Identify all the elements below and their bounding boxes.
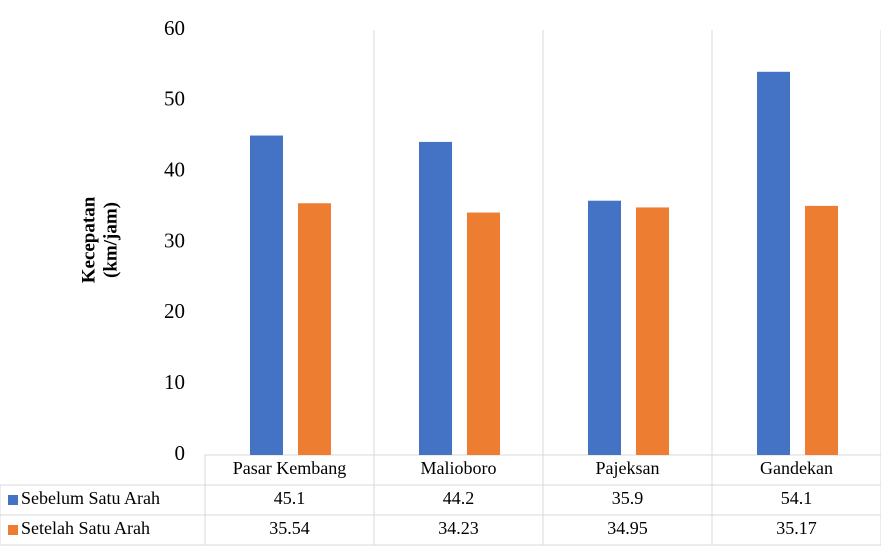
- y-tick-label: 60: [164, 16, 185, 40]
- x-tick-label: Pajeksan: [596, 458, 660, 478]
- y-tick-label: 20: [164, 299, 185, 323]
- y-tick-label: 0: [175, 441, 186, 465]
- y-tick-label: 30: [164, 228, 185, 252]
- table-value: 54.1: [781, 488, 813, 508]
- table-value: 45.1: [274, 488, 306, 508]
- x-tick-label: Pasar Kembang: [233, 458, 346, 478]
- bar: [588, 200, 621, 455]
- bar: [805, 205, 838, 455]
- table-value: 35.9: [612, 488, 644, 508]
- bar: [467, 212, 500, 455]
- y-tick-label: 50: [164, 87, 185, 111]
- table-value: 44.2: [443, 488, 475, 508]
- y-axis-title: Kecepatan: [78, 196, 99, 283]
- x-tick-label: Malioboro: [421, 458, 497, 478]
- bar: [419, 141, 452, 455]
- y-axis-title: (km/jam): [100, 202, 121, 278]
- bar: [636, 207, 669, 455]
- x-tick-label: Gandekan: [760, 458, 833, 478]
- y-tick-label: 10: [164, 370, 185, 394]
- legend-swatch: [8, 525, 18, 535]
- bar: [250, 135, 283, 455]
- legend-label: Setelah Satu Arah: [21, 518, 150, 538]
- table-value: 35.54: [269, 518, 310, 538]
- y-tick-label: 40: [164, 157, 185, 181]
- legend-label: Sebelum Satu Arah: [21, 488, 160, 508]
- table-value: 34.95: [607, 518, 648, 538]
- legend-swatch: [8, 495, 18, 505]
- bar: [298, 203, 331, 455]
- table-value: 35.17: [776, 518, 817, 538]
- bar: [757, 71, 790, 456]
- table-value: 34.23: [438, 518, 479, 538]
